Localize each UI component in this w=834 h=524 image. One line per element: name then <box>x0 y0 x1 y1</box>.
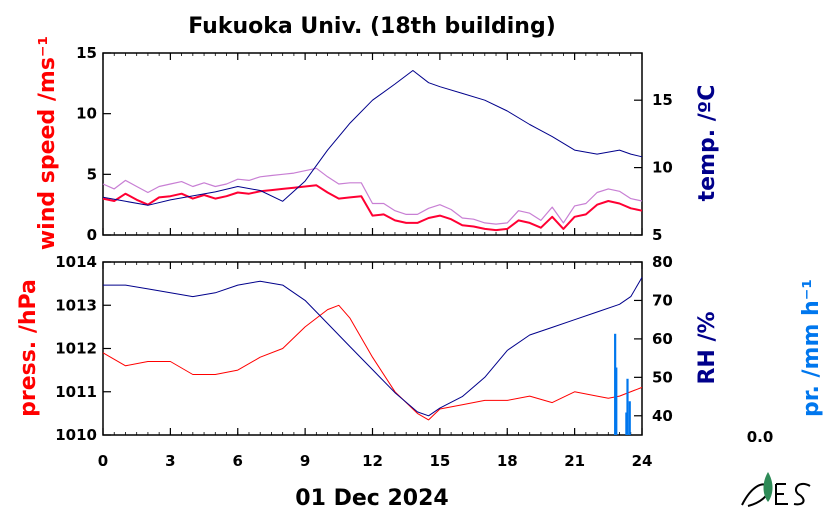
precip-bar <box>615 367 618 435</box>
left-y-tick-label: 1013 <box>55 296 97 314</box>
chart-marks: 0 3 6 9 12 15 18 21 24 0 5 10 15 5 10 15 1010 1011 1012 101… <box>55 44 673 470</box>
right-y-tick-label: 70 <box>652 291 673 309</box>
x-tick-label: 15 <box>429 452 450 470</box>
precip-bar <box>626 378 629 435</box>
right-y-tick-label: 80 <box>652 253 673 271</box>
precip-bar <box>614 333 617 435</box>
ues-logo <box>741 472 811 507</box>
x-tick-label: 24 <box>632 452 653 470</box>
precip-value-label: 0.0 <box>747 428 774 446</box>
wind-axis-label: wind speed /ms⁻¹ <box>35 36 60 250</box>
right-y-tick-label: 5 <box>652 226 662 244</box>
right-y-tick-label: 60 <box>652 330 673 348</box>
right-y-tick-label: 50 <box>652 368 673 386</box>
left-y-tick-label: 1011 <box>55 383 97 401</box>
precip-axis-label: pr. /mm h⁻¹ <box>799 279 824 417</box>
right-y-tick-label: 15 <box>652 91 673 109</box>
wind-mean-line <box>102 184 643 232</box>
x-tick-label: 21 <box>564 452 585 470</box>
x-tick-label: 9 <box>300 452 310 470</box>
left-y-tick-label: 15 <box>76 44 97 62</box>
precip-bar <box>625 412 628 435</box>
x-tick-label: 18 <box>497 452 518 470</box>
left-y-tick-label: 0 <box>87 226 97 244</box>
rh-axis-label: RH /% <box>695 311 720 384</box>
left-y-tick-label: 10 <box>76 105 97 123</box>
wind-gust-line <box>102 167 643 225</box>
press-line <box>102 304 643 421</box>
chart-title: Fukuoka Univ. (18th building) <box>188 14 556 39</box>
left-y-tick-label: 1014 <box>55 253 97 271</box>
left-y-tick-label: 1010 <box>55 426 97 444</box>
right-y-tick-label: 40 <box>652 407 673 425</box>
temp-line <box>102 70 643 206</box>
left-y-tick-label: 1012 <box>55 340 97 358</box>
pressure-axis-label: press. /hPa <box>16 279 41 417</box>
bottom-panel-frame <box>102 261 643 436</box>
temp-axis-label: temp. /ºC <box>695 85 720 202</box>
precip-bar <box>628 401 631 435</box>
left-y-tick-label: 5 <box>87 165 97 183</box>
x-axis-date-label: 01 Dec 2024 <box>295 486 448 511</box>
x-tick-label: 3 <box>165 452 175 470</box>
x-tick-label: 12 <box>362 452 383 470</box>
x-tick-label: 6 <box>233 452 243 470</box>
right-y-tick-label: 10 <box>652 159 673 177</box>
RH-line <box>103 277 643 417</box>
x-tick-label: 0 <box>98 452 108 470</box>
top-panel-frame <box>102 52 643 236</box>
